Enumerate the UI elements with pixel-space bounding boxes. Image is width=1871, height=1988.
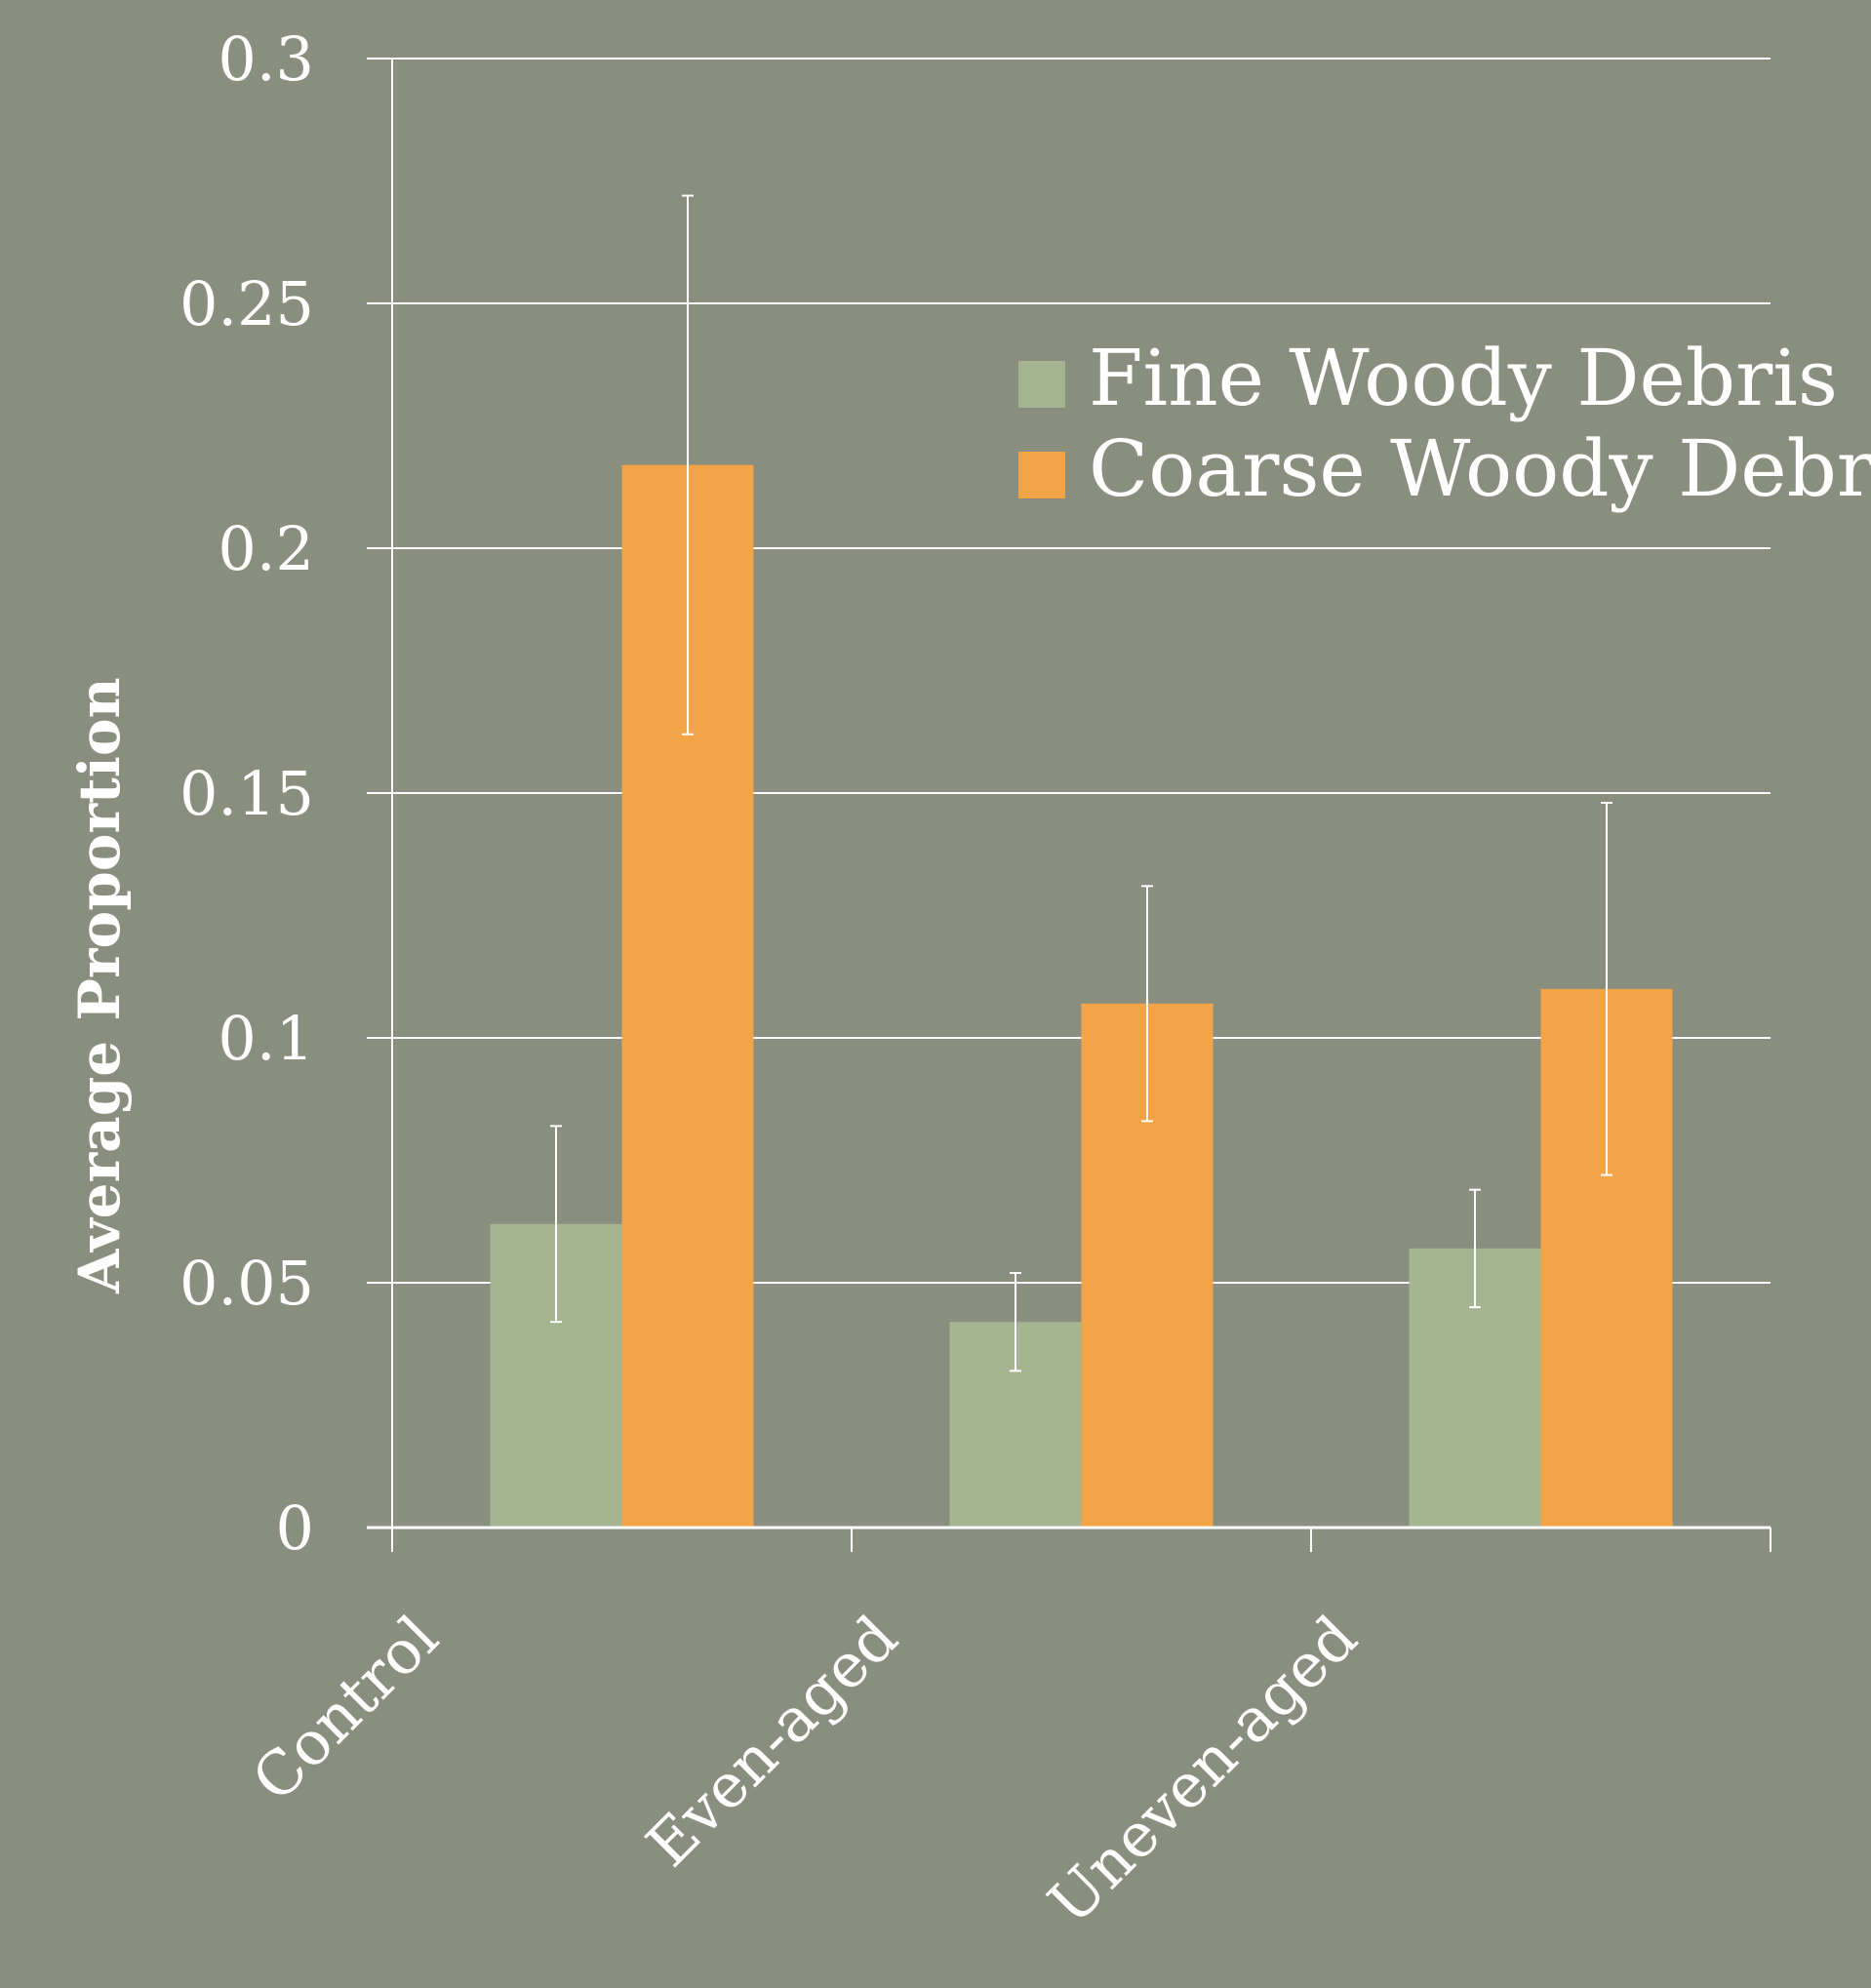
legend-label: Coarse Woody Debris xyxy=(1089,423,1871,514)
y-tick-label: 0.2 xyxy=(218,513,314,584)
x-tick-label: Control xyxy=(238,1602,452,1815)
y-tick-label: 0.3 xyxy=(218,23,314,95)
legend-swatch xyxy=(1018,361,1065,408)
y-tick-labels: 0 0.05 0.1 0.15 0.2 0.25 0.3 xyxy=(179,23,314,1564)
y-tick-label: 0.25 xyxy=(179,268,314,339)
axes xyxy=(367,59,1771,1552)
y-tick-label: 0.1 xyxy=(218,1003,314,1074)
x-tick-labels: Control Even-aged Uneven-aged xyxy=(238,1602,1371,1938)
legend-swatch xyxy=(1018,452,1065,498)
x-tick-label: Uneven-aged xyxy=(1034,1602,1371,1938)
x-tick-label: Even-aged xyxy=(633,1602,912,1881)
bars xyxy=(490,194,1673,1528)
y-tick-label: 0.05 xyxy=(179,1248,314,1319)
y-axis-label: Average Proportion xyxy=(66,677,133,1293)
y-tick-label: 0.15 xyxy=(179,758,314,829)
y-tick-label: 0 xyxy=(276,1492,314,1564)
legend-label: Fine Woody Debris xyxy=(1089,333,1838,423)
